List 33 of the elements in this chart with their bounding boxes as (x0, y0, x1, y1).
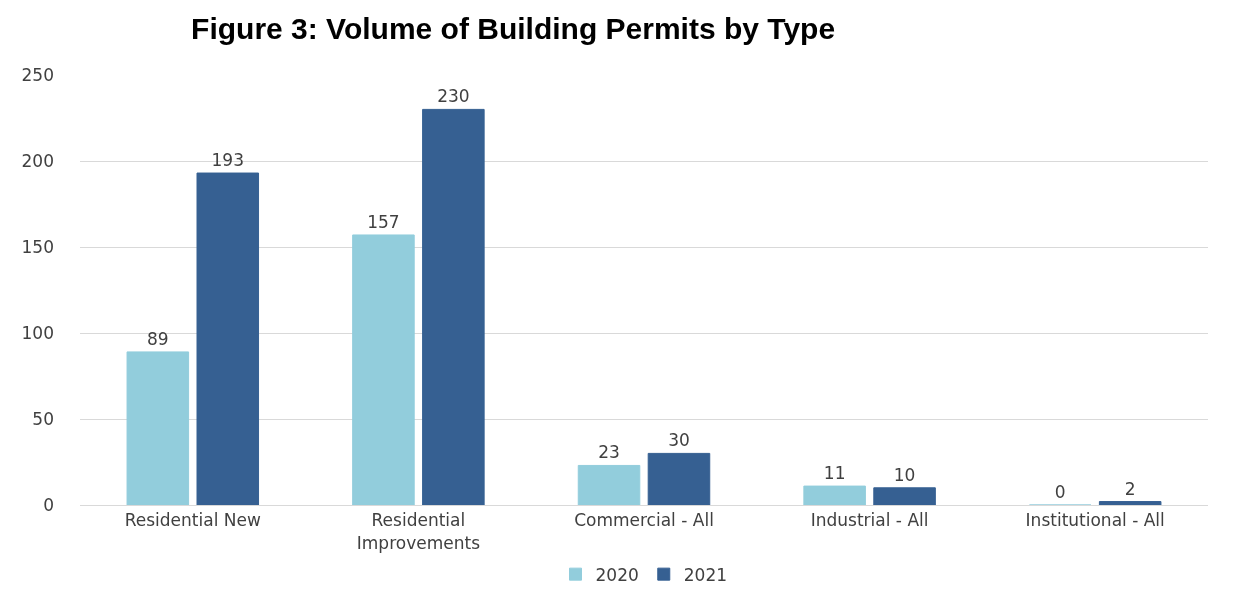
x-tick-label: Residential New (124, 510, 261, 531)
data-label: 193 (211, 150, 244, 171)
bar (196, 172, 260, 505)
y-tick-label: 250 (21, 64, 54, 85)
bar (1098, 501, 1162, 505)
x-tick-label: Institutional - All (1025, 510, 1165, 531)
x-tick-label: Residential Improvements (356, 510, 481, 553)
data-label: 11 (823, 463, 846, 484)
x-tick-label: Industrial - All (810, 510, 929, 531)
data-label: 30 (668, 430, 690, 451)
chart-title: Figure 3: Volume of Building Permits by Type (191, 12, 836, 46)
legend-label: 2020 (595, 564, 639, 585)
bar (126, 351, 190, 505)
data-label: 10 (893, 464, 916, 485)
data-label: 157 (367, 211, 400, 232)
bar (422, 108, 485, 505)
y-tick-label: 50 (32, 408, 54, 429)
y-tick-label: 0 (43, 494, 54, 515)
data-label: 2 (1124, 478, 1136, 499)
data-label: 230 (437, 86, 470, 107)
data-label: 23 (598, 442, 620, 463)
bar (577, 464, 641, 505)
bar (647, 452, 711, 505)
data-label: 89 (147, 328, 169, 349)
y-tick-label: 150 (21, 236, 54, 257)
legend-label: 2021 (683, 564, 728, 585)
data-label: 0 (1054, 482, 1066, 502)
y-tick-label: 200 (21, 150, 54, 171)
bar (873, 487, 936, 505)
x-tick-label: Commercial - All (574, 510, 714, 531)
y-tick-label: 100 (21, 322, 54, 343)
bar (803, 485, 866, 505)
bar (352, 234, 415, 505)
